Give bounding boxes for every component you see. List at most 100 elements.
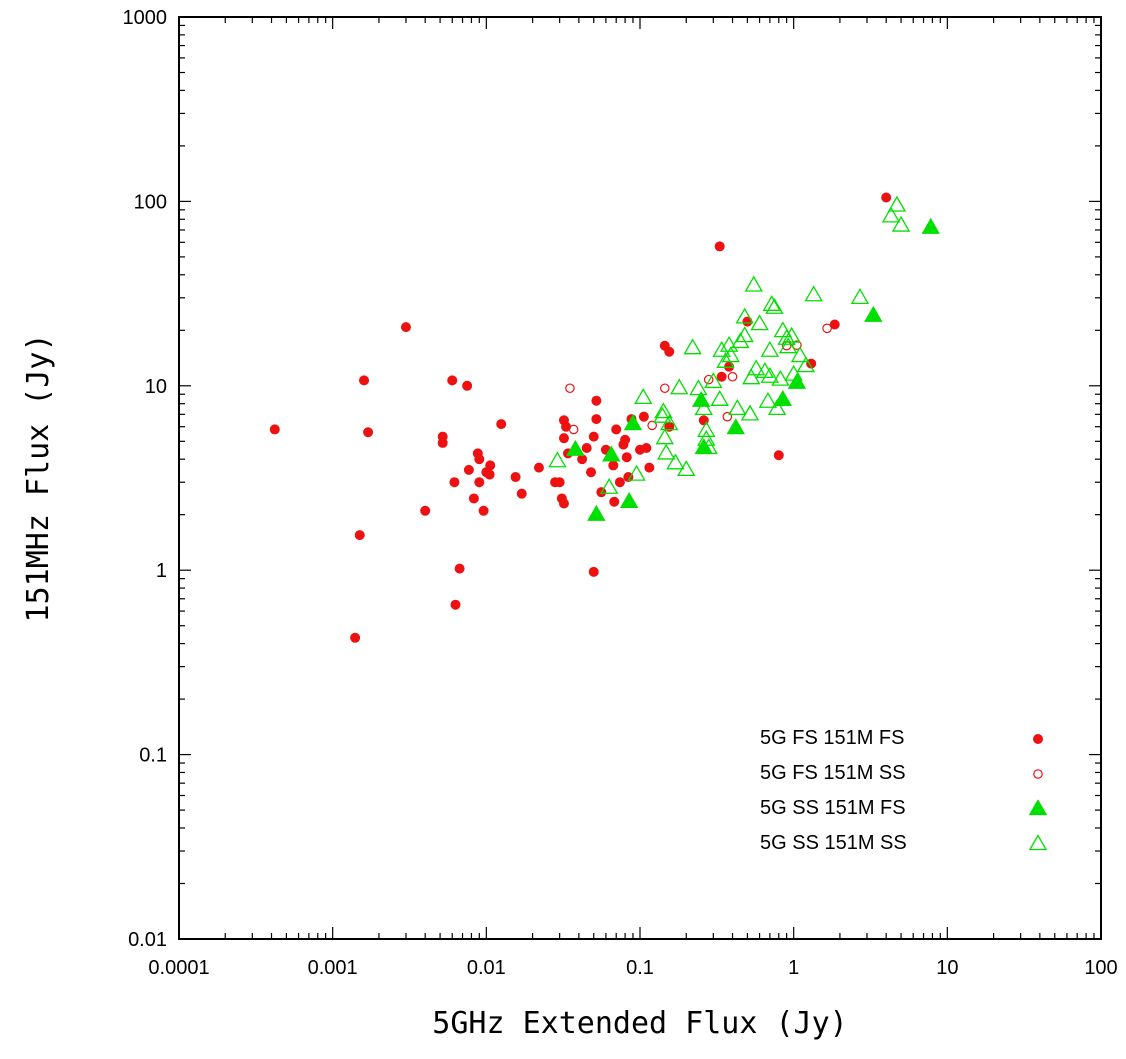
legend-marker bbox=[1028, 834, 1048, 851]
data-point bbox=[921, 217, 940, 234]
data-point bbox=[437, 437, 448, 448]
data-point bbox=[704, 372, 723, 389]
data-point bbox=[762, 294, 781, 311]
data-point bbox=[728, 399, 747, 416]
data-point bbox=[796, 356, 816, 373]
data-point bbox=[784, 364, 803, 381]
data-point bbox=[660, 414, 679, 431]
x-tick-label: 0.001 bbox=[308, 957, 358, 979]
data-point bbox=[609, 496, 620, 507]
data-point bbox=[474, 477, 485, 488]
data-point bbox=[611, 424, 622, 435]
data-point bbox=[638, 411, 649, 422]
data-point bbox=[666, 453, 685, 470]
data-point bbox=[548, 451, 567, 468]
data-point bbox=[619, 491, 639, 508]
x-tick-label: 0.0001 bbox=[148, 957, 209, 979]
series-2 bbox=[565, 323, 832, 435]
data-point bbox=[269, 424, 280, 435]
data-point bbox=[634, 388, 653, 405]
data-point bbox=[716, 371, 727, 382]
data-point bbox=[710, 389, 729, 406]
data-point bbox=[654, 402, 673, 419]
data-point bbox=[463, 464, 474, 475]
series-1 bbox=[269, 192, 892, 643]
data-point bbox=[760, 366, 780, 383]
data-point bbox=[485, 460, 496, 471]
data-point bbox=[683, 338, 702, 355]
data-point bbox=[586, 467, 597, 478]
data-point bbox=[677, 460, 696, 477]
data-point bbox=[474, 454, 485, 465]
data-point bbox=[558, 498, 569, 509]
data-point bbox=[731, 332, 750, 349]
data-point bbox=[566, 439, 585, 456]
data-point bbox=[822, 323, 832, 334]
data-point bbox=[400, 322, 411, 333]
data-point bbox=[588, 566, 599, 577]
data-point bbox=[655, 428, 674, 445]
legend-label: 5G SS 151M SS bbox=[760, 832, 907, 854]
data-point bbox=[664, 346, 675, 357]
data-point bbox=[608, 460, 619, 471]
y-tick-label: 0.01 bbox=[128, 929, 167, 951]
data-point bbox=[450, 599, 461, 610]
data-point bbox=[722, 411, 733, 422]
data-point bbox=[581, 442, 592, 453]
legend-label: 5G FS 151M FS bbox=[760, 727, 905, 749]
data-point bbox=[829, 319, 840, 330]
data-point bbox=[744, 275, 763, 292]
y-tick-label: 1 bbox=[156, 560, 167, 582]
legend-marker bbox=[1033, 734, 1044, 745]
data-point bbox=[568, 424, 579, 435]
legend-marker bbox=[1033, 769, 1043, 779]
data-point bbox=[703, 374, 714, 385]
data-point bbox=[454, 563, 465, 574]
data-point bbox=[760, 340, 780, 357]
data-point bbox=[623, 472, 634, 483]
legend-label: 5G FS 151M SS bbox=[760, 762, 906, 784]
data-points bbox=[269, 192, 940, 643]
axis-ticks bbox=[178, 16, 1102, 940]
data-point bbox=[653, 406, 672, 423]
data-point bbox=[623, 414, 643, 431]
data-point bbox=[742, 368, 761, 385]
series-4 bbox=[548, 195, 911, 494]
data-point bbox=[778, 337, 798, 354]
data-point bbox=[765, 297, 784, 314]
y-tick-label: 100 bbox=[134, 191, 167, 213]
y-axis-title: 151MHz Flux (Jy) bbox=[21, 334, 56, 623]
data-point bbox=[478, 505, 489, 516]
data-point bbox=[750, 314, 769, 331]
x-tick-label: 100 bbox=[1084, 957, 1117, 979]
data-point bbox=[881, 206, 901, 223]
data-point bbox=[447, 375, 458, 386]
data-point bbox=[726, 418, 745, 435]
data-point bbox=[591, 414, 602, 425]
data-point bbox=[714, 241, 725, 252]
data-point bbox=[850, 288, 870, 304]
data-point bbox=[350, 632, 361, 643]
data-point bbox=[462, 380, 473, 391]
data-point bbox=[621, 452, 632, 463]
legend-marker bbox=[1028, 799, 1048, 816]
data-point bbox=[510, 472, 521, 483]
data-point bbox=[363, 427, 374, 438]
data-point bbox=[449, 477, 460, 488]
data-point bbox=[694, 399, 713, 416]
data-point bbox=[420, 505, 431, 516]
data-point bbox=[670, 378, 689, 395]
data-point bbox=[656, 443, 676, 460]
data-point bbox=[735, 307, 754, 324]
axis-tick-labels: 0.0001 0.001 0.01 0.1 1 10 100 0.01 0.1 1 10 100 100… bbox=[123, 7, 1118, 979]
data-point bbox=[891, 215, 911, 232]
data-point bbox=[773, 389, 793, 406]
data-point bbox=[577, 454, 588, 465]
data-point bbox=[359, 375, 370, 386]
x-tick-label: 0.01 bbox=[467, 957, 506, 979]
data-point bbox=[516, 488, 527, 499]
x-tick-label: 10 bbox=[936, 957, 958, 979]
data-point bbox=[641, 442, 652, 453]
data-point bbox=[773, 450, 784, 461]
data-point bbox=[591, 395, 602, 406]
